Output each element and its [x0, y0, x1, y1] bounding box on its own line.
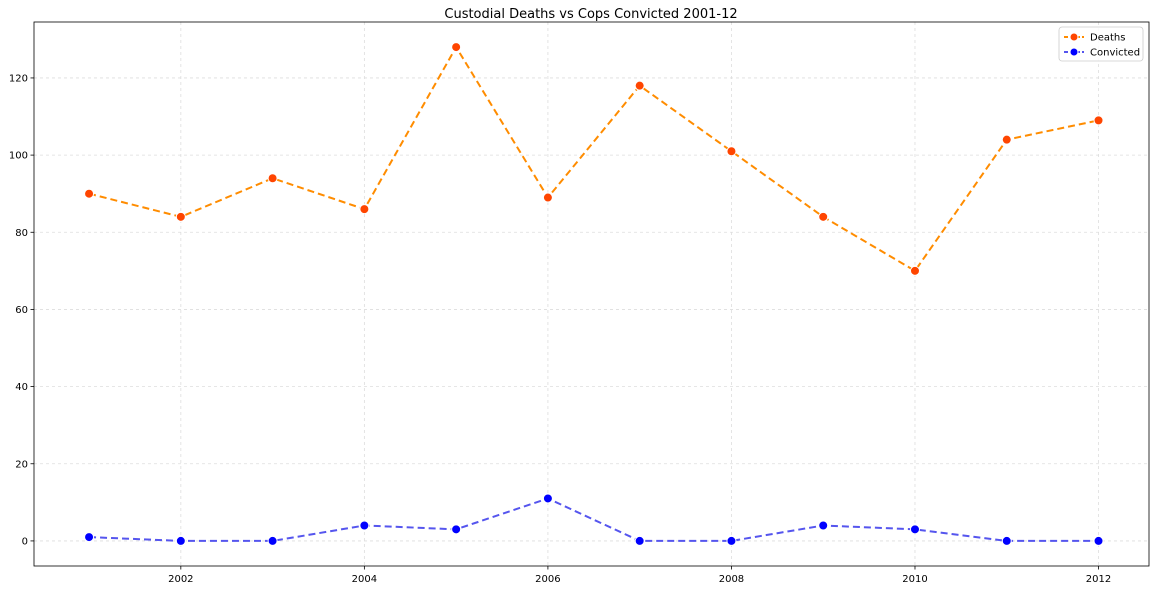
convicted-data-point: [542, 493, 553, 504]
legend-marker-deaths: [1069, 32, 1079, 42]
convicted-data-point: [1001, 535, 1012, 546]
y-tick-label: 60: [15, 305, 28, 316]
deaths-data-point: [542, 192, 553, 203]
convicted-data-point: [84, 532, 95, 543]
deaths-data-point: [84, 188, 95, 199]
deaths-data-point: [1001, 134, 1012, 145]
y-axis: 0 20 40 60 80 100 120: [9, 73, 34, 547]
deaths-series-line: [88, 45, 1099, 273]
deaths-data-point: [267, 173, 278, 184]
convicted-data-point: [726, 535, 737, 546]
convicted-data-point: [909, 524, 920, 535]
convicted-data-point: [175, 535, 186, 546]
y-tick-label: 80: [15, 228, 28, 239]
deaths-data-point: [451, 42, 462, 53]
convicted-data-point: [634, 535, 645, 546]
x-tick-label: 2008: [719, 574, 744, 585]
convicted-data-point: [267, 535, 278, 546]
deaths-data-point: [359, 204, 370, 215]
deaths-data-point: [634, 80, 645, 91]
legend-marker-convicted: [1069, 47, 1079, 57]
y-tick-label: 100: [9, 151, 28, 162]
convicted-data-point: [451, 524, 462, 535]
y-tick-label: 0: [22, 536, 28, 547]
deaths-data-point: [175, 211, 186, 222]
x-tick-label: 2010: [902, 574, 927, 585]
legend: Deaths Convicted: [1058, 26, 1144, 62]
chart-title: Custodial Deaths vs Cops Convicted 2001-…: [444, 7, 737, 22]
deaths-data-point: [818, 211, 829, 222]
convicted-data-point: [818, 520, 829, 531]
y-tick-label: 40: [15, 382, 28, 393]
deaths-data-point: [726, 146, 737, 157]
y-tick-label: 120: [9, 73, 28, 84]
y-tick-label: 20: [15, 459, 28, 470]
series-layer: [84, 42, 1104, 546]
convicted-data-point: [1093, 535, 1104, 546]
x-tick-label: 2002: [168, 574, 193, 585]
deaths-data-point: [1093, 115, 1104, 126]
legend-label-convicted: Convicted: [1090, 48, 1140, 59]
grid-lines: [34, 22, 1149, 566]
deaths-data-point: [909, 265, 920, 276]
convicted-series-line: [89, 497, 1099, 542]
x-tick-label: 2012: [1086, 574, 1111, 585]
x-axis: 2002 2004 2006 2008 2010 2012: [168, 566, 1111, 585]
plot-frame: [33, 21, 1150, 567]
legend-label-deaths: Deaths: [1090, 33, 1125, 44]
x-tick-label: 2006: [535, 574, 560, 585]
convicted-data-point: [359, 520, 370, 531]
x-tick-label: 2004: [352, 574, 377, 585]
